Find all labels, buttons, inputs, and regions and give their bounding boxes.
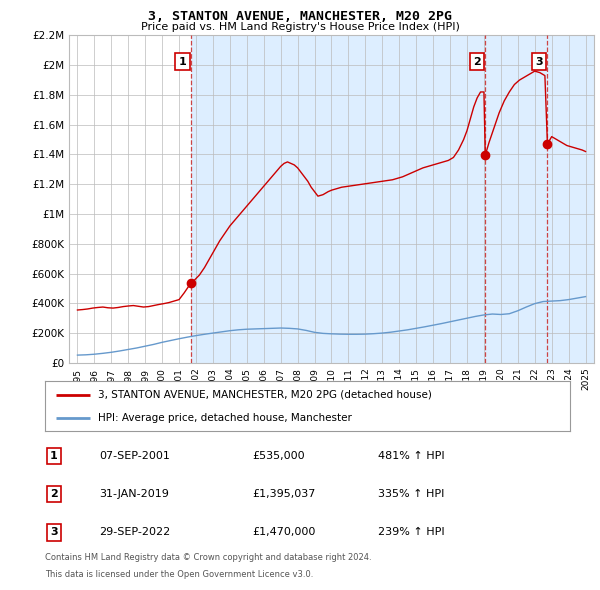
Text: 2: 2 bbox=[50, 489, 58, 499]
Text: £1,470,000: £1,470,000 bbox=[252, 527, 316, 537]
Text: 31-JAN-2019: 31-JAN-2019 bbox=[99, 489, 169, 499]
Text: Contains HM Land Registry data © Crown copyright and database right 2024.: Contains HM Land Registry data © Crown c… bbox=[45, 553, 371, 562]
Text: £1,395,037: £1,395,037 bbox=[252, 489, 316, 499]
Text: This data is licensed under the Open Government Licence v3.0.: This data is licensed under the Open Gov… bbox=[45, 570, 313, 579]
Text: 29-SEP-2022: 29-SEP-2022 bbox=[99, 527, 170, 537]
Text: HPI: Average price, detached house, Manchester: HPI: Average price, detached house, Manc… bbox=[97, 413, 352, 423]
Text: 3, STANTON AVENUE, MANCHESTER, M20 2PG (detached house): 3, STANTON AVENUE, MANCHESTER, M20 2PG (… bbox=[97, 389, 431, 399]
Bar bbox=[191, 35, 594, 363]
Text: £535,000: £535,000 bbox=[252, 451, 305, 461]
Text: 1: 1 bbox=[50, 451, 58, 461]
Text: 3: 3 bbox=[50, 527, 58, 537]
Text: 239% ↑ HPI: 239% ↑ HPI bbox=[378, 527, 445, 537]
Text: 2: 2 bbox=[473, 57, 481, 67]
Text: 3, STANTON AVENUE, MANCHESTER, M20 2PG: 3, STANTON AVENUE, MANCHESTER, M20 2PG bbox=[148, 10, 452, 23]
Text: Price paid vs. HM Land Registry's House Price Index (HPI): Price paid vs. HM Land Registry's House … bbox=[140, 22, 460, 32]
Text: 481% ↑ HPI: 481% ↑ HPI bbox=[378, 451, 445, 461]
Text: 335% ↑ HPI: 335% ↑ HPI bbox=[378, 489, 445, 499]
Text: 3: 3 bbox=[535, 57, 543, 67]
Text: 07-SEP-2001: 07-SEP-2001 bbox=[99, 451, 170, 461]
Text: 1: 1 bbox=[178, 57, 186, 67]
